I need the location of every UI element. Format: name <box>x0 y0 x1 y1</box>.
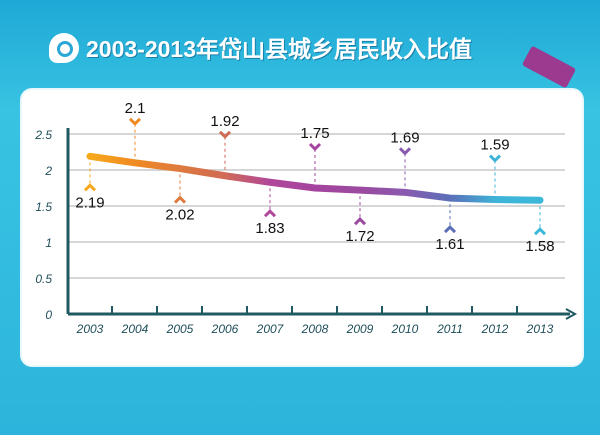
data-label: 1.72 <box>345 228 374 245</box>
logo-icon <box>49 33 79 63</box>
x-tick-label: 2007 <box>256 322 285 336</box>
x-axis-arrow <box>565 308 578 320</box>
y-tick-label: 2.5 <box>34 128 52 142</box>
marker-chevron-icon <box>533 227 547 236</box>
x-tick-label: 2009 <box>346 322 374 336</box>
data-label: 1.69 <box>390 129 419 146</box>
data-label: 1.92 <box>210 113 239 130</box>
marker-chevron-icon <box>308 142 322 152</box>
data-label: 2.1 <box>125 100 146 117</box>
marker-chevron-icon <box>353 217 367 226</box>
data-label: 1.59 <box>480 137 509 154</box>
x-tick-label: 2011 <box>436 322 463 336</box>
marker-chevron-icon <box>218 130 232 139</box>
x-tick-label: 2004 <box>121 322 149 336</box>
y-tick-label: 1 <box>45 236 52 250</box>
marker-chevron-icon <box>443 224 457 234</box>
x-tick-label: 2006 <box>211 322 239 336</box>
marker-chevron-icon <box>83 183 97 192</box>
marker-chevron-icon <box>128 117 142 126</box>
x-tick-label: 2012 <box>481 322 509 336</box>
data-label: 1.75 <box>300 125 329 142</box>
y-tick-label: 0.5 <box>35 272 52 286</box>
y-tick-label: 0 <box>45 308 52 322</box>
data-label: 1.83 <box>255 220 284 237</box>
page-title: 2003-2013年岱山县城乡居民收入比值 <box>86 36 472 62</box>
data-label: 2.19 <box>75 194 104 211</box>
y-tick-label: 1.5 <box>35 200 52 214</box>
marker-chevron-icon <box>263 209 277 218</box>
marker-chevron-icon <box>173 195 187 204</box>
x-tick-label: 2003 <box>76 322 104 336</box>
data-label: 1.61 <box>435 236 464 253</box>
x-tick-label: 2008 <box>301 322 329 336</box>
data-label: 2.02 <box>165 207 194 224</box>
data-label: 1.58 <box>525 238 554 255</box>
y-tick-label: 2 <box>44 164 52 178</box>
x-tick-label: 2013 <box>526 322 554 336</box>
marker-chevron-icon <box>488 154 502 163</box>
x-tick-label: 2005 <box>166 322 194 336</box>
x-tick-label: 2010 <box>391 322 419 336</box>
marker-chevron-icon <box>398 147 412 156</box>
chart-panel <box>22 90 582 365</box>
